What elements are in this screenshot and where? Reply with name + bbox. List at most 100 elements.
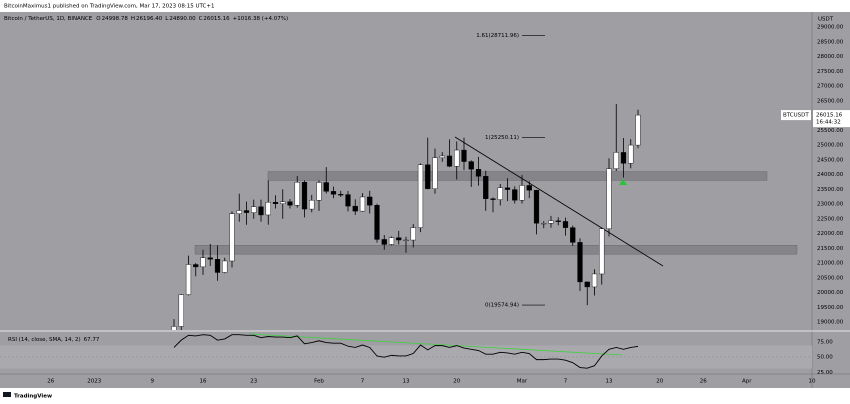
x-tick-label: Mar [517, 379, 528, 385]
x-tick-label: 10 [809, 379, 816, 385]
candle-body [352, 205, 358, 212]
candle-body [410, 227, 416, 241]
candles [171, 104, 641, 330]
candle-body [533, 189, 540, 224]
candle-body [620, 152, 627, 164]
brand-logo [3, 392, 11, 397]
y-tick-label: 22500.00 [817, 216, 844, 222]
price-tag: 26015.16 [816, 113, 843, 119]
candle-body [504, 187, 511, 190]
y-tick-label: 25000.00 [817, 143, 844, 149]
chart-background [0, 12, 850, 388]
candle-body [555, 220, 561, 222]
brand: TradingView [14, 394, 52, 400]
x-tick-label: 16 [200, 379, 207, 385]
y-tick-label: 23000.00 [817, 202, 844, 208]
candle-body [229, 213, 235, 262]
y-tick-label: 20500.00 [817, 275, 844, 281]
x-tick-label: 23 [250, 379, 257, 385]
y-tick-label: 20000.00 [817, 290, 844, 296]
candle-body [236, 210, 242, 214]
y-tick-label: 28000.00 [817, 54, 844, 60]
y-tick-label: 23500.00 [817, 187, 844, 193]
candle-body [613, 152, 619, 169]
candle-body [388, 237, 395, 245]
candle-body [584, 281, 590, 288]
rsi-name: RSI (14, close, SMA, 14, 2) [8, 337, 81, 343]
rsi-line [173, 334, 639, 369]
fib-label: 1.61(28711.96) [476, 33, 519, 39]
candle-body [207, 257, 213, 260]
y-unit: USDT [818, 17, 834, 23]
ohlc-value: 26015.16 [203, 16, 230, 22]
candle-body [222, 260, 228, 273]
candle-body [374, 205, 380, 240]
x-tick-label: 7 [564, 379, 568, 385]
y-tick-label: 27000.00 [817, 84, 844, 90]
candle-body [396, 237, 402, 241]
y-tick-label: 21000.00 [817, 261, 844, 267]
candle-body [628, 144, 634, 164]
candle-body [323, 182, 329, 192]
y-tick-label: 26500.00 [817, 98, 844, 104]
y-tick-label: 19000.00 [817, 320, 844, 326]
candle-body [178, 294, 184, 327]
candle-body [316, 182, 322, 201]
candle-body [381, 239, 387, 245]
symbol-title: Bitcoin / TetherUS, 1D, BINANCE O24998.78… [4, 16, 288, 22]
candle-body [171, 326, 177, 330]
fib-label: 1(25250.11) [485, 135, 519, 141]
candle-body [570, 227, 576, 243]
y-tick-label: 19500.00 [817, 305, 844, 311]
candle-body [606, 168, 612, 230]
rsi-pane [173, 334, 639, 369]
trend-line [454, 136, 664, 267]
candle-body [185, 264, 192, 295]
y-tick-label: 28500.00 [817, 39, 844, 45]
candle-body [265, 202, 271, 216]
candle-body [432, 157, 438, 189]
y-tick-label: 24500.00 [817, 157, 844, 163]
candle-body [562, 221, 569, 228]
candle-body [309, 200, 315, 210]
x-tick-label: 2023 [87, 379, 101, 385]
candle-body [243, 210, 250, 213]
candle-body [294, 182, 300, 206]
candle-body [367, 196, 373, 206]
candle-body [330, 191, 337, 195]
candle-body [468, 161, 474, 170]
axes: 29000.00 28500.00 28000.00 27500.00 27000.00… [47, 25, 850, 385]
y-tick-label: 29000.00 [817, 25, 844, 31]
candle-body [541, 223, 547, 225]
publisher-note: BitcoinMaximus1 published on TradingView… [4, 4, 215, 10]
ohlc-value: 24998.78 [102, 16, 129, 22]
zone [194, 245, 798, 255]
x-tick-label: 26 [700, 379, 707, 385]
x-tick-label: 7 [361, 379, 365, 385]
ohlc-prefix: C [199, 16, 203, 22]
rsi-last: 67.77 [84, 337, 100, 343]
candle-body [591, 273, 598, 288]
candle-body [548, 220, 554, 224]
candle-body [519, 185, 525, 201]
candle-body [497, 187, 503, 200]
x-tick-label: 13 [606, 379, 613, 385]
candle-body [200, 257, 206, 268]
ohlc-prefix: H [131, 16, 135, 22]
candle-body [439, 155, 445, 158]
candle-body [193, 264, 199, 268]
price-tag-bg [813, 110, 850, 128]
change: +1016.38 (+4.07%) [233, 16, 288, 22]
candle-body [446, 155, 453, 167]
ohlc-value: 26196.40 [136, 16, 163, 22]
green-arrow [619, 179, 627, 185]
candle-body [258, 206, 264, 216]
symbol-tag: BTCUSDT [783, 113, 809, 119]
rsi-tick-label: 50.00 [817, 355, 833, 361]
candle-body [577, 242, 583, 283]
candle-body [475, 169, 482, 177]
candle-body [403, 239, 409, 242]
candle-body [338, 194, 344, 196]
